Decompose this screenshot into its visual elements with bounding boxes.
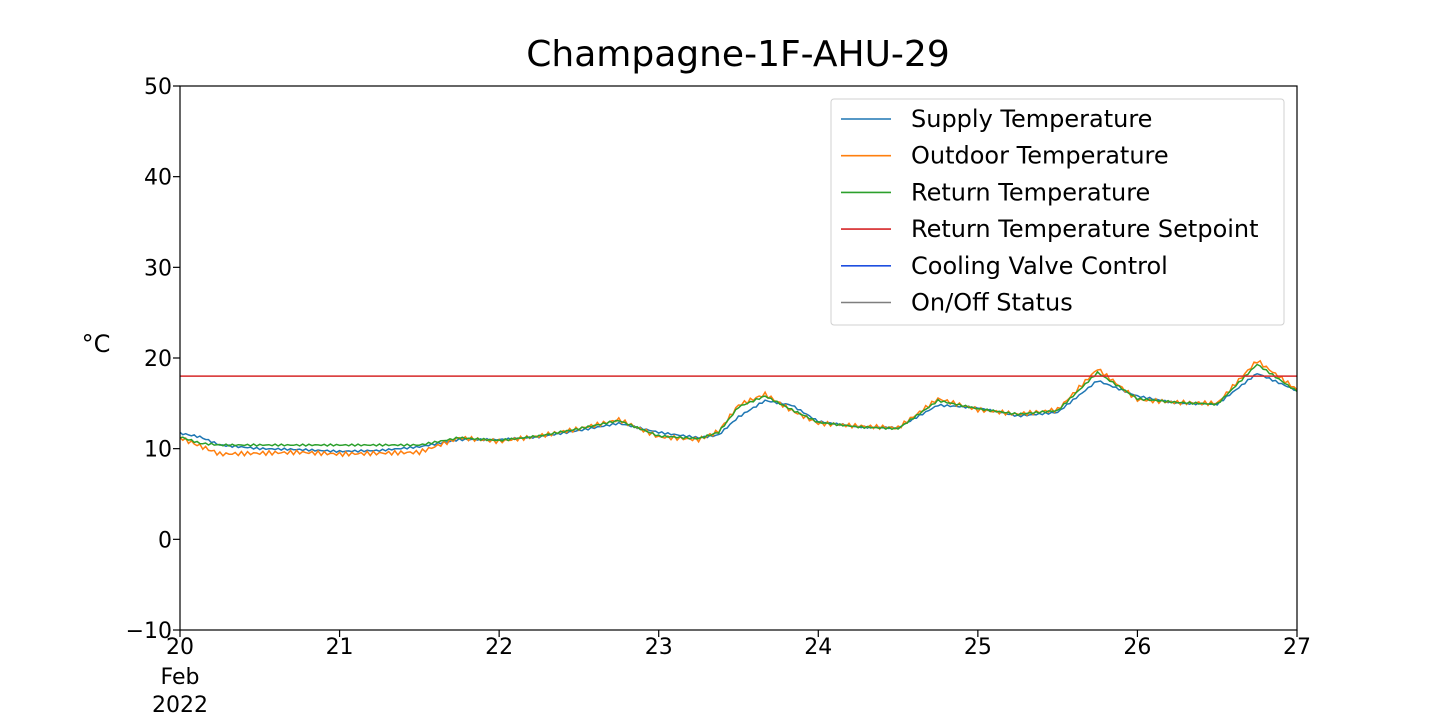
y-tick-label: 10 [144, 438, 172, 463]
x-tick-label: 20 [166, 635, 194, 660]
legend-label-cooling-valve-control: Cooling Valve Control [911, 252, 1168, 280]
chart-title: Champagne-1F-AHU-29 [526, 34, 949, 75]
x-tick-sublabel: Feb [161, 665, 200, 690]
series-layer [179, 359, 1298, 458]
legend-label-supply-temperature: Supply Temperature [911, 105, 1152, 133]
series-line-return-temperature [179, 363, 1298, 447]
legend-box [830, 98, 1285, 326]
legend: Supply Temperature Outdoor Temperature Ret… [830, 98, 1285, 326]
series-line-supply-temperature [179, 373, 1298, 454]
x-axis: 20 21 22 23 24 25 26 27 Feb 2022 [152, 630, 1311, 718]
y-axis: −10 0 10 20 30 40 50 [126, 75, 180, 644]
y-axis-label: °C [82, 330, 111, 358]
x-tick-label: 24 [804, 635, 832, 660]
y-tick-label: 20 [144, 347, 172, 372]
y-tick-label: 0 [158, 528, 172, 553]
x-tick-sublabel: 2022 [152, 693, 208, 718]
y-tick-label: 30 [144, 256, 172, 281]
legend-label-return-temperature-setpoint: Return Temperature Setpoint [911, 215, 1259, 243]
x-tick-label: 25 [964, 635, 992, 660]
legend-label-outdoor-temperature: Outdoor Temperature [911, 142, 1169, 170]
x-tick-label: 22 [485, 635, 513, 660]
y-tick-label: 40 [144, 166, 172, 191]
legend-label-on-off-status: On/Off Status [911, 289, 1073, 317]
series-line-outdoor-temperature [179, 359, 1298, 458]
x-tick-label: 21 [326, 635, 354, 660]
y-tick-label: −10 [126, 619, 172, 644]
x-tick-label: 27 [1283, 635, 1311, 660]
x-tick-label: 23 [645, 635, 673, 660]
legend-label-return-temperature: Return Temperature [911, 178, 1150, 206]
y-tick-label: 50 [144, 75, 172, 100]
x-tick-label: 26 [1123, 635, 1151, 660]
